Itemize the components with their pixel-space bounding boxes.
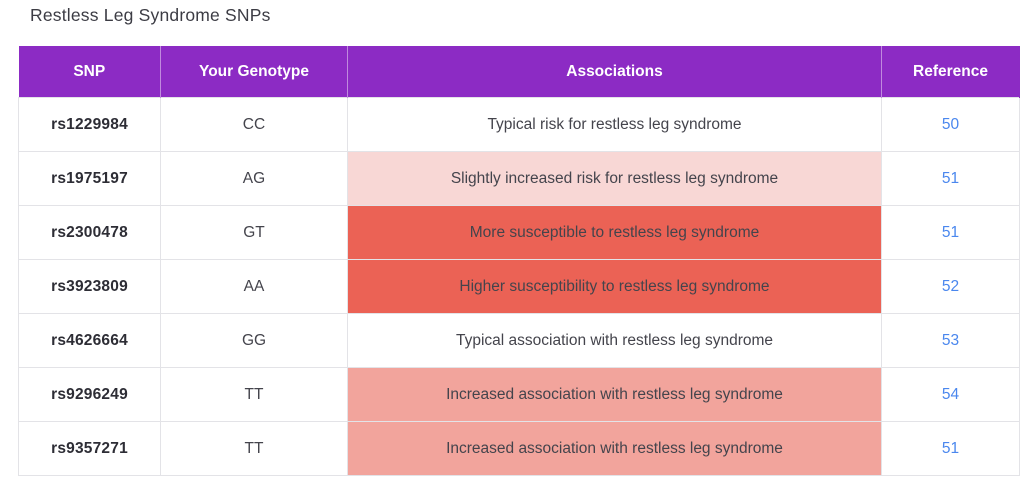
genotype-cell: CC: [160, 97, 348, 152]
column-header-snp: SNP: [18, 46, 161, 98]
table-row: rs1229984 CC Typical risk for restless l…: [18, 97, 1020, 152]
genotype-cell: TT: [160, 367, 348, 422]
reference-cell: 52: [881, 259, 1020, 314]
genotype-cell: AA: [160, 259, 348, 314]
column-header-reference: Reference: [881, 46, 1020, 98]
reference-link[interactable]: 51: [941, 169, 960, 187]
table-header: SNP Your Genotype Associations Reference: [18, 46, 1020, 98]
reference-cell: 51: [881, 205, 1020, 260]
reference-cell: 51: [881, 151, 1020, 206]
table-row: rs9296249 TT Increased association with …: [18, 367, 1020, 422]
association-cell: Higher susceptibility to restless leg sy…: [347, 259, 882, 314]
snp-cell: rs9296249: [18, 367, 161, 422]
reference-link[interactable]: 50: [941, 115, 960, 133]
snp-cell: rs3923809: [18, 259, 161, 314]
reference-link[interactable]: 51: [941, 439, 960, 457]
association-cell: Typical risk for restless leg syndrome: [347, 97, 882, 152]
reference-cell: 54: [881, 367, 1020, 422]
column-header-associations: Associations: [347, 46, 882, 98]
association-cell: More susceptible to restless leg syndrom…: [347, 205, 882, 260]
snp-table: SNP Your Genotype Associations Reference…: [18, 46, 1020, 476]
genotype-cell: TT: [160, 421, 348, 476]
reference-cell: 50: [881, 97, 1020, 152]
table-row: rs9357271 TT Increased association with …: [18, 421, 1020, 476]
column-header-genotype: Your Genotype: [160, 46, 348, 98]
snp-cell: rs1975197: [18, 151, 161, 206]
association-cell: Typical association with restless leg sy…: [347, 313, 882, 368]
reference-link[interactable]: 53: [941, 331, 960, 349]
association-cell: Increased association with restless leg …: [347, 367, 882, 422]
association-cell: Slightly increased risk for restless leg…: [347, 151, 882, 206]
snp-cell: rs1229984: [18, 97, 161, 152]
snp-cell: rs9357271: [18, 421, 161, 476]
table-row: rs1975197 AG Slightly increased risk for…: [18, 151, 1020, 206]
table-row: rs3923809 AA Higher susceptibility to re…: [18, 259, 1020, 314]
genotype-cell: GT: [160, 205, 348, 260]
table-row: rs2300478 GT More susceptible to restles…: [18, 205, 1020, 260]
snp-cell: rs4626664: [18, 313, 161, 368]
header-row: SNP Your Genotype Associations Reference: [18, 46, 1020, 98]
reference-cell: 51: [881, 421, 1020, 476]
association-cell: Increased association with restless leg …: [347, 421, 882, 476]
reference-link[interactable]: 51: [941, 223, 960, 241]
snp-cell: rs2300478: [18, 205, 161, 260]
reference-link[interactable]: 52: [941, 277, 960, 295]
reference-cell: 53: [881, 313, 1020, 368]
page-title: Restless Leg Syndrome SNPs: [30, 5, 271, 25]
reference-link[interactable]: 54: [941, 385, 960, 403]
genotype-cell: GG: [160, 313, 348, 368]
genotype-cell: AG: [160, 151, 348, 206]
table-row: rs4626664 GG Typical association with re…: [18, 313, 1020, 368]
